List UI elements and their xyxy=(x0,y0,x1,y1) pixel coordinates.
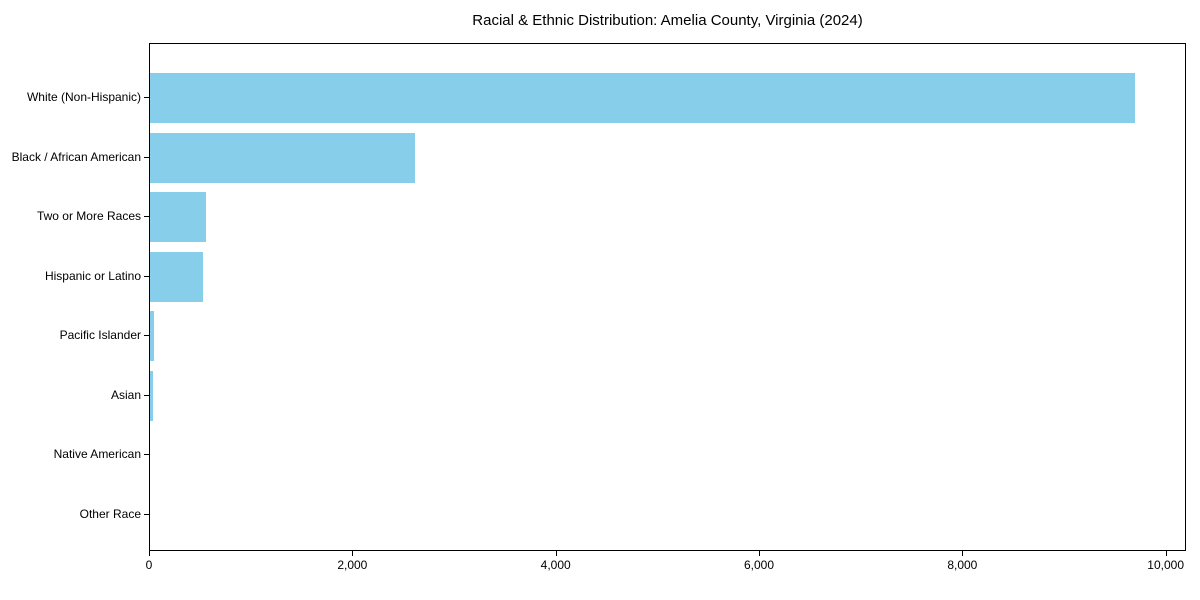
x-tick-label: 8,000 xyxy=(947,558,978,572)
y-tick-label: Other Race xyxy=(79,506,141,521)
bars-container xyxy=(150,44,1185,550)
x-tick-label: 6,000 xyxy=(743,558,775,572)
y-tick-label: Two or More Races xyxy=(36,209,141,224)
x-tick-mark xyxy=(149,551,150,556)
y-tick-label: Native American xyxy=(53,447,141,462)
x-tick-mark xyxy=(1165,551,1167,556)
x-tick-mark xyxy=(962,551,964,556)
x-tick-mark xyxy=(555,551,557,556)
x-tick-label: 10,000 xyxy=(1147,558,1185,572)
bar xyxy=(150,73,1136,123)
y-tick-label: White (Non-Hispanic) xyxy=(26,90,141,104)
bar xyxy=(150,132,416,183)
y-tick-label: Black / African American xyxy=(11,149,141,164)
x-tick-label: 2,000 xyxy=(337,558,368,572)
bar xyxy=(150,192,207,243)
plot-area xyxy=(149,43,1186,551)
x-tick-label: 4,000 xyxy=(540,558,571,572)
chart-title: Racial & Ethnic Distribution: Amelia Cou… xyxy=(472,12,863,29)
x-tick-mark xyxy=(759,551,760,556)
y-tick-label: Pacific Islander xyxy=(59,328,141,343)
bar xyxy=(150,251,203,302)
x-tick-mark xyxy=(352,551,354,556)
y-tick-label: Hispanic or Latino xyxy=(44,268,141,283)
bar xyxy=(150,370,154,421)
y-tick-label: Asian xyxy=(110,387,141,402)
bar xyxy=(150,311,154,362)
x-tick-label: 0 xyxy=(145,558,153,572)
